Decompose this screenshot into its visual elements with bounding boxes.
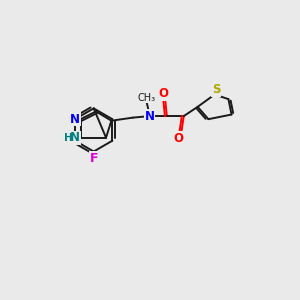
Text: H: H — [64, 134, 73, 143]
Text: N: N — [145, 110, 155, 123]
Text: O: O — [159, 87, 169, 100]
Text: S: S — [212, 83, 220, 96]
Text: O: O — [173, 132, 183, 145]
Text: N: N — [70, 113, 80, 126]
Text: CH₃: CH₃ — [138, 93, 156, 103]
Text: F: F — [89, 152, 98, 165]
Text: N: N — [70, 131, 80, 144]
